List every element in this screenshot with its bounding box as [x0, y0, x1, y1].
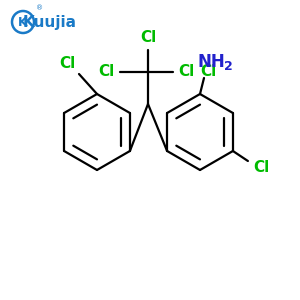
Text: NH: NH [197, 53, 225, 71]
Text: Cl: Cl [253, 160, 269, 175]
Text: Cl: Cl [98, 64, 114, 80]
Text: ®: ® [36, 5, 43, 11]
Text: Kuujia: Kuujia [23, 14, 77, 29]
Text: Cl: Cl [178, 64, 194, 80]
Text: Cl: Cl [59, 56, 75, 71]
Text: K: K [18, 16, 28, 28]
Text: 2: 2 [224, 59, 232, 73]
Text: Cl: Cl [140, 29, 156, 44]
Text: Cl: Cl [200, 64, 216, 80]
